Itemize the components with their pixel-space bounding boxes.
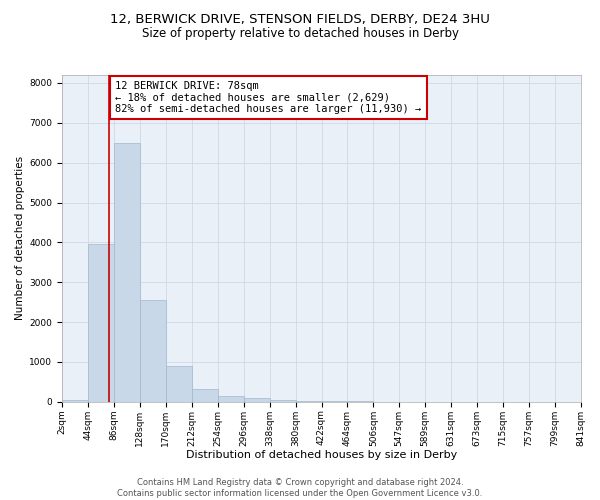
Text: 12 BERWICK DRIVE: 78sqm
← 18% of detached houses are smaller (2,629)
82% of semi: 12 BERWICK DRIVE: 78sqm ← 18% of detache… (115, 81, 421, 114)
Bar (88, 244, 114, 402)
Bar (114, 143, 140, 402)
Bar (62, 400, 88, 402)
Y-axis label: Number of detached properties: Number of detached properties (15, 156, 25, 320)
Text: 12, BERWICK DRIVE, STENSON FIELDS, DERBY, DE24 3HU: 12, BERWICK DRIVE, STENSON FIELDS, DERBY… (110, 12, 490, 26)
Bar (140, 300, 166, 402)
Bar (191, 388, 218, 402)
Bar (322, 401, 347, 402)
Bar (166, 366, 191, 402)
Bar (296, 400, 322, 402)
Bar (244, 398, 269, 402)
Text: Contains HM Land Registry data © Crown copyright and database right 2024.
Contai: Contains HM Land Registry data © Crown c… (118, 478, 482, 498)
Text: Size of property relative to detached houses in Derby: Size of property relative to detached ho… (142, 28, 458, 40)
X-axis label: Distribution of detached houses by size in Derby: Distribution of detached houses by size … (185, 450, 457, 460)
Bar (218, 396, 244, 402)
Bar (269, 400, 296, 402)
